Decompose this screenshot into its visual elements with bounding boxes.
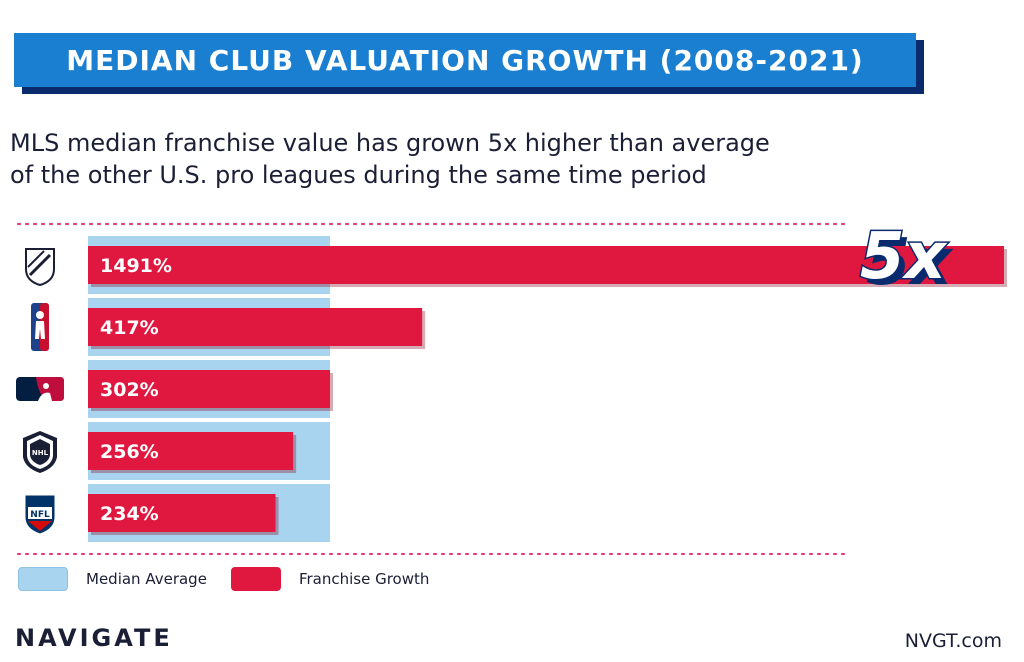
chart-subtitle: MLS median franchise value has grown 5x … [10, 129, 770, 189]
mlb-logo-icon [16, 377, 64, 401]
navigate-logo: NAVIGATE [15, 624, 173, 652]
legend-swatch-growth [230, 567, 281, 591]
nba-logo-icon [31, 303, 49, 351]
svg-text:NHL: NHL [32, 449, 49, 457]
annotation-5x-text: 5x [860, 220, 948, 294]
annotation-5x-shadow: 5x [866, 226, 954, 300]
legend-label-growth: Franchise Growth [298, 570, 430, 588]
growth-bar-nfl [88, 494, 276, 532]
title-banner-fill: MEDIAN CLUB VALUATION GROWTH (2008-2021) [14, 33, 916, 87]
nfl-logo-icon: NFL [24, 494, 56, 535]
nhl-logo-icon: NHL [23, 431, 57, 473]
legend: Median Average Franchise Growth [18, 567, 429, 591]
growth-bar-nhl [88, 432, 294, 470]
data-label-mlb: 302% [100, 379, 159, 401]
svg-text:NFL: NFL [30, 510, 50, 520]
data-label-nfl: 234% [100, 503, 159, 525]
chart-title: MEDIAN CLUB VALUATION GROWTH (2008-2021) [66, 43, 864, 77]
data-label-nhl: 256% [100, 441, 159, 463]
title-banner: MEDIAN CLUB VALUATION GROWTH (2008-2021) [14, 33, 924, 94]
data-label-nba: 417% [100, 317, 159, 339]
growth-bar-mls [88, 246, 1004, 284]
site-url: NVGT.com [904, 630, 1002, 652]
growth-bar-mlb [88, 370, 330, 408]
legend-label-median: Median Average [86, 570, 207, 588]
mls-logo-icon [25, 248, 55, 287]
data-label-mls: 1491% [100, 255, 172, 277]
growth-bar-nba [88, 308, 423, 346]
legend-swatch-median [18, 567, 68, 591]
